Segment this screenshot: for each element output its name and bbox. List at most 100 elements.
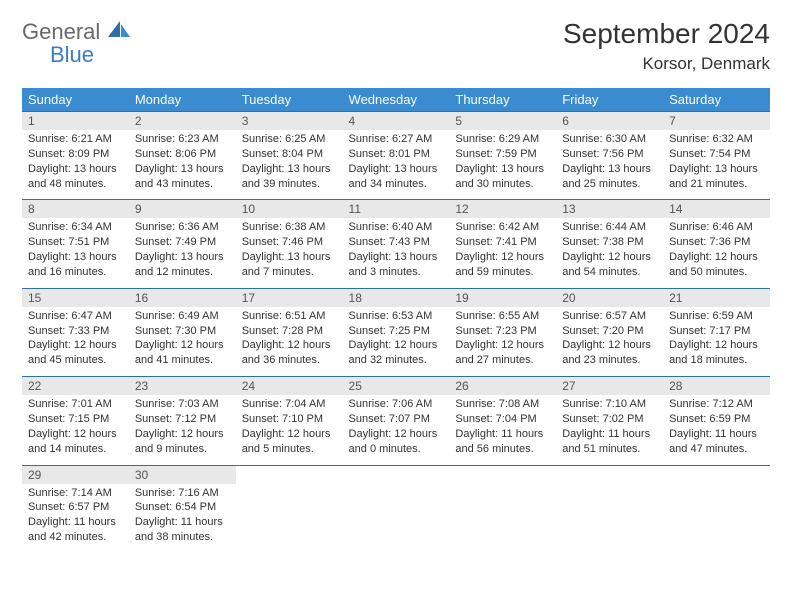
day-number: 17 xyxy=(236,289,343,307)
day-number: 15 xyxy=(22,289,129,307)
calendar-cell: 11Sunrise: 6:40 AMSunset: 7:43 PMDayligh… xyxy=(343,200,450,288)
calendar-cell: 7Sunrise: 6:32 AMSunset: 7:54 PMDaylight… xyxy=(663,112,770,200)
sunset-text: Sunset: 7:04 PM xyxy=(455,412,550,427)
calendar-cell: 28Sunrise: 7:12 AMSunset: 6:59 PMDayligh… xyxy=(663,377,770,465)
day-number: 10 xyxy=(236,200,343,218)
sunset-text: Sunset: 7:12 PM xyxy=(135,412,230,427)
sunrise-text: Sunrise: 6:55 AM xyxy=(455,309,550,324)
day-details: Sunrise: 7:10 AMSunset: 7:02 PMDaylight:… xyxy=(556,395,663,464)
calendar-cell xyxy=(449,465,556,553)
daylight-text-2: and 23 minutes. xyxy=(562,353,657,368)
sunrise-text: Sunrise: 6:36 AM xyxy=(135,220,230,235)
daylight-text-1: Daylight: 12 hours xyxy=(28,427,123,442)
logo: General Blue xyxy=(22,18,130,66)
sunset-text: Sunset: 7:59 PM xyxy=(455,147,550,162)
daylight-text-1: Daylight: 12 hours xyxy=(28,338,123,353)
daylight-text-1: Daylight: 12 hours xyxy=(242,338,337,353)
calendar-cell xyxy=(343,465,450,553)
day-number: 4 xyxy=(343,112,450,130)
calendar-cell: 26 Sunrise: 7:08 AMSunset: 7:04 PMDayligh… xyxy=(449,377,556,465)
daylight-text-2: and 14 minutes. xyxy=(28,442,123,457)
day-number: 5 xyxy=(449,112,556,130)
calendar-cell: 30Sunrise: 7:16 AMSunset: 6:54 PMDayligh… xyxy=(129,465,236,553)
day-number: 8 xyxy=(22,200,129,218)
daylight-text-1: Daylight: 12 hours xyxy=(669,338,764,353)
sunset-text: Sunset: 7:36 PM xyxy=(669,235,764,250)
daylight-text-1: Daylight: 13 hours xyxy=(135,162,230,177)
day-details: Sunrise: 6:59 AMSunset: 7:17 PMDaylight:… xyxy=(663,307,770,376)
day-details: Sunrise: 7:01 AMSunset: 7:15 PMDaylight:… xyxy=(22,395,129,464)
day-details: Sunrise: 6:51 AMSunset: 7:28 PMDaylight:… xyxy=(236,307,343,376)
day-number: 25 xyxy=(343,377,450,395)
sunrise-text: Sunrise: 7:16 AM xyxy=(135,486,230,501)
sunset-text: Sunset: 7:46 PM xyxy=(242,235,337,250)
sunset-text: Sunset: 7:07 PM xyxy=(349,412,444,427)
sunrise-text: Sunrise: 6:21 AM xyxy=(28,132,123,147)
day-details: Sunrise: 6:55 AMSunset: 7:23 PMDaylight:… xyxy=(449,307,556,376)
sunset-text: Sunset: 7:38 PM xyxy=(562,235,657,250)
daylight-text-1: Daylight: 13 hours xyxy=(669,162,764,177)
daylight-text-1: Daylight: 12 hours xyxy=(349,427,444,442)
sunset-text: Sunset: 6:57 PM xyxy=(28,500,123,515)
day-number: 13 xyxy=(556,200,663,218)
location-label: Korsor, Denmark xyxy=(563,54,770,74)
day-details: Sunrise: 7:03 AMSunset: 7:12 PMDaylight:… xyxy=(129,395,236,464)
sunset-text: Sunset: 7:28 PM xyxy=(242,324,337,339)
day-number: 26 xyxy=(449,377,556,395)
calendar-cell: 12Sunrise: 6:42 AMSunset: 7:41 PMDayligh… xyxy=(449,200,556,288)
daylight-text-1: Daylight: 12 hours xyxy=(242,427,337,442)
calendar-row: 8Sunrise: 6:34 AMSunset: 7:51 PMDaylight… xyxy=(22,200,770,288)
calendar-cell: 22Sunrise: 7:01 AMSunset: 7:15 PMDayligh… xyxy=(22,377,129,465)
day-details: Sunrise: 6:27 AMSunset: 8:01 PMDaylight:… xyxy=(343,130,450,199)
daylight-text-1: Daylight: 13 hours xyxy=(28,250,123,265)
day-details: Sunrise: 7:16 AMSunset: 6:54 PMDaylight:… xyxy=(129,484,236,553)
day-details: Sunrise: 6:47 AMSunset: 7:33 PMDaylight:… xyxy=(22,307,129,376)
day-number: 18 xyxy=(343,289,450,307)
day-header-row: Sunday Monday Tuesday Wednesday Thursday… xyxy=(22,88,770,112)
calendar-cell: 9Sunrise: 6:36 AMSunset: 7:49 PMDaylight… xyxy=(129,200,236,288)
sunset-text: Sunset: 7:23 PM xyxy=(455,324,550,339)
daylight-text-1: Daylight: 13 hours xyxy=(349,250,444,265)
daylight-text-2: and 38 minutes. xyxy=(135,530,230,545)
sunrise-text: Sunrise: 6:32 AM xyxy=(669,132,764,147)
day-details: Sunrise: 7:06 AMSunset: 7:07 PMDaylight:… xyxy=(343,395,450,464)
daylight-text-2: and 9 minutes. xyxy=(135,442,230,457)
calendar-row: 29Sunrise: 7:14 AMSunset: 6:57 PMDayligh… xyxy=(22,465,770,553)
daylight-text-2: and 50 minutes. xyxy=(669,265,764,280)
day-details: Sunrise: 7:04 AMSunset: 7:10 PMDaylight:… xyxy=(236,395,343,464)
day-header: Saturday xyxy=(663,88,770,112)
day-number: 11 xyxy=(343,200,450,218)
day-header: Sunday xyxy=(22,88,129,112)
day-number: 27 xyxy=(556,377,663,395)
sunrise-text: Sunrise: 7:12 AM xyxy=(669,397,764,412)
daylight-text-1: Daylight: 13 hours xyxy=(562,162,657,177)
daylight-text-2: and 0 minutes. xyxy=(349,442,444,457)
calendar-cell: 21Sunrise: 6:59 AMSunset: 7:17 PMDayligh… xyxy=(663,288,770,376)
day-details: Sunrise: 6:42 AMSunset: 7:41 PMDaylight:… xyxy=(449,218,556,287)
daylight-text-2: and 25 minutes. xyxy=(562,177,657,192)
sunset-text: Sunset: 8:01 PM xyxy=(349,147,444,162)
daylight-text-2: and 59 minutes. xyxy=(455,265,550,280)
daylight-text-1: Daylight: 12 hours xyxy=(562,338,657,353)
sunset-text: Sunset: 6:54 PM xyxy=(135,500,230,515)
sunrise-text: Sunrise: 6:49 AM xyxy=(135,309,230,324)
calendar-cell: 10Sunrise: 6:38 AMSunset: 7:46 PMDayligh… xyxy=(236,200,343,288)
calendar-cell xyxy=(556,465,663,553)
day-details: Sunrise: 6:34 AMSunset: 7:51 PMDaylight:… xyxy=(22,218,129,287)
daylight-text-1: Daylight: 12 hours xyxy=(669,250,764,265)
sunrise-text: Sunrise: 7:08 AM xyxy=(455,397,550,412)
title-block: September 2024 Korsor, Denmark xyxy=(563,18,770,74)
sunrise-text: Sunrise: 6:40 AM xyxy=(349,220,444,235)
calendar-cell: 15Sunrise: 6:47 AMSunset: 7:33 PMDayligh… xyxy=(22,288,129,376)
day-number: 29 xyxy=(22,466,129,484)
day-details: Sunrise: 6:23 AMSunset: 8:06 PMDaylight:… xyxy=(129,130,236,199)
daylight-text-2: and 21 minutes. xyxy=(669,177,764,192)
daylight-text-1: Daylight: 12 hours xyxy=(455,250,550,265)
daylight-text-2: and 3 minutes. xyxy=(349,265,444,280)
logo-text: General Blue xyxy=(22,18,130,66)
calendar-row: 22Sunrise: 7:01 AMSunset: 7:15 PMDayligh… xyxy=(22,377,770,465)
calendar-cell: 1Sunrise: 6:21 AMSunset: 8:09 PMDaylight… xyxy=(22,112,129,200)
daylight-text-1: Daylight: 11 hours xyxy=(455,427,550,442)
day-number: 22 xyxy=(22,377,129,395)
daylight-text-1: Daylight: 12 hours xyxy=(349,338,444,353)
